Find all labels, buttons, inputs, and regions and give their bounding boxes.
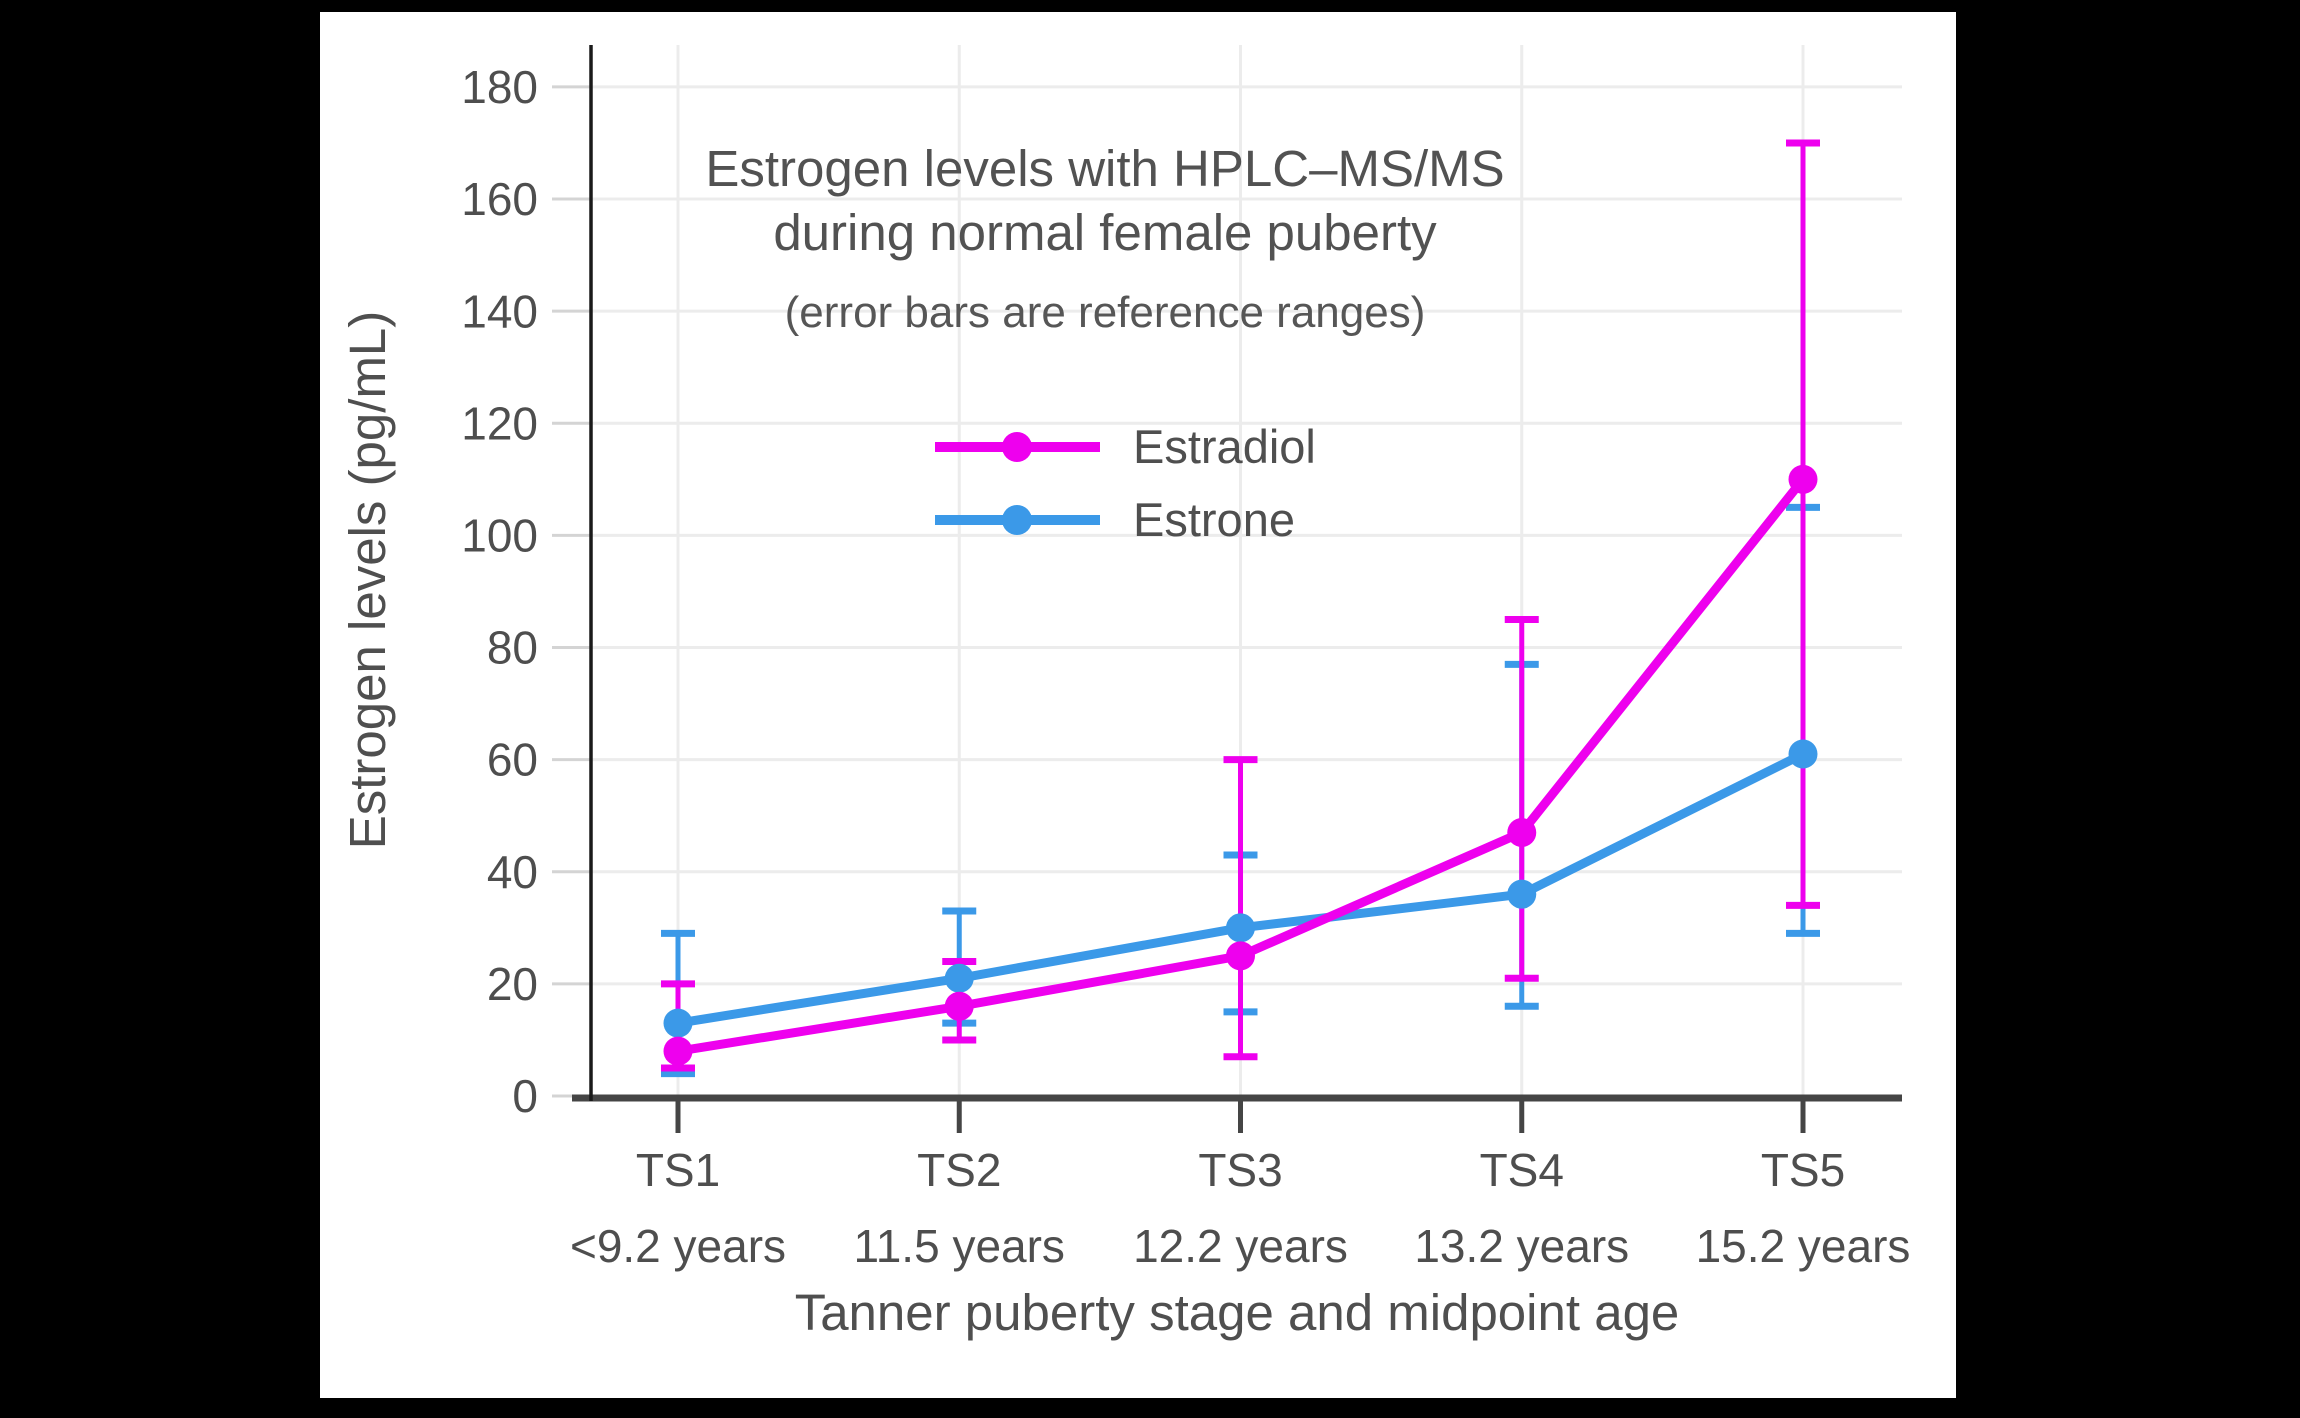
x-category-labels: TS1 <9.2 years TS2 11.5 years TS3 12.2 years T… bbox=[570, 1144, 1910, 1272]
data-point-estradiol-TS2 bbox=[944, 991, 974, 1021]
data-point-estrone-TS5 bbox=[1788, 739, 1818, 769]
y-tick-labels: 0 20 40 60 80 100 120 140 160 180 bbox=[461, 61, 538, 1122]
legend-swatch-dot-estrone bbox=[1002, 505, 1032, 535]
x-age-label-TS2: 11.5 years bbox=[854, 1220, 1065, 1272]
data-point-estrone-TS2 bbox=[944, 963, 974, 993]
x-axis-tick-marks bbox=[675, 1101, 1806, 1133]
series-estradiol bbox=[663, 464, 1818, 1066]
data-point-estrone-TS3 bbox=[1226, 913, 1255, 943]
x-tick-label-TS1: TS1 bbox=[636, 1144, 720, 1196]
y-tick-label-20: 20 bbox=[487, 958, 538, 1010]
y-tick-label-60: 60 bbox=[487, 734, 538, 786]
x-age-label-TS1: <9.2 years bbox=[570, 1220, 786, 1272]
chart-title-line2: during normal female puberty bbox=[773, 204, 1437, 261]
legend-entry-estradiol: Estradiol bbox=[935, 420, 1316, 473]
x-tick-label-TS2: TS2 bbox=[917, 1144, 1001, 1196]
x-tick-label-TS5: TS5 bbox=[1761, 1144, 1845, 1196]
x-age-label-TS3: 12.2 years bbox=[1133, 1220, 1348, 1272]
legend-entry-estrone: Estrone bbox=[935, 493, 1295, 546]
x-tick-label-TS4: TS4 bbox=[1480, 1144, 1564, 1196]
data-point-estrone-TS1 bbox=[663, 1008, 693, 1038]
y-tick-label-80: 80 bbox=[487, 622, 538, 674]
y-tick-label-100: 100 bbox=[461, 510, 538, 562]
y-tick-label-0: 0 bbox=[512, 1070, 538, 1122]
legend: Estradiol Estrone bbox=[935, 420, 1316, 546]
series-estrone bbox=[663, 739, 1818, 1038]
gridlines bbox=[591, 45, 1902, 1098]
y-tick-label-140: 140 bbox=[461, 285, 538, 337]
chart-subtitle: (error bars are reference ranges) bbox=[785, 288, 1426, 337]
legend-swatch-dot-estradiol bbox=[1002, 432, 1032, 462]
data-point-estradiol-TS3 bbox=[1226, 941, 1255, 971]
x-tick-label-TS3: TS3 bbox=[1198, 1144, 1282, 1196]
y-tick-label-160: 160 bbox=[461, 173, 538, 225]
y-tick-label-180: 180 bbox=[461, 61, 538, 113]
data-point-estradiol-TS4 bbox=[1507, 818, 1537, 848]
series-layer bbox=[663, 464, 1818, 1066]
legend-label-estrone: Estrone bbox=[1133, 493, 1295, 546]
chart-title-line1: Estrogen levels with HPLC–MS/MS bbox=[705, 140, 1504, 197]
x-axis-title: Tanner puberty stage and midpoint age bbox=[795, 1284, 1680, 1341]
data-point-estrone-TS4 bbox=[1507, 879, 1537, 909]
legend-label-estradiol: Estradiol bbox=[1133, 420, 1316, 473]
x-age-label-TS5: 15.2 years bbox=[1696, 1220, 1911, 1272]
data-point-estradiol-TS5 bbox=[1788, 464, 1818, 494]
y-tick-label-40: 40 bbox=[487, 846, 538, 898]
y-tick-label-120: 120 bbox=[461, 397, 538, 449]
y-axis-title: Estrogen levels (pg/mL) bbox=[339, 311, 396, 850]
data-point-estradiol-TS1 bbox=[663, 1036, 693, 1066]
x-age-label-TS4: 13.2 years bbox=[1414, 1220, 1629, 1272]
